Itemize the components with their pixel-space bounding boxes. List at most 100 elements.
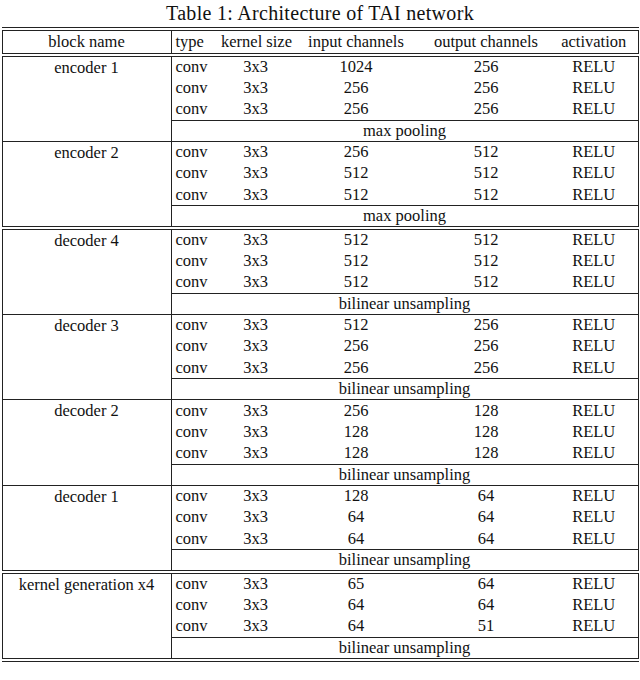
activation-cell: RELU [550,250,638,272]
activation-cell: RELU [550,507,638,529]
kernel-size-cell: 3x3 [221,184,290,206]
activation-cell: RELU [550,272,638,294]
output-channels-cell: 256 [422,357,550,379]
conv-row: decoder 2conv3x3256128RELU [2,400,638,422]
type-cell: conv [171,77,221,99]
input-channels-cell: 256 [290,99,422,121]
input-channels-cell: 512 [290,163,422,185]
activation-cell: RELU [550,163,638,185]
block-decoder-3: decoder 3conv3x3512256RELUconv3x3256256R… [2,314,638,400]
activation-cell: RELU [550,99,638,121]
header-row: block name type kernel size input channe… [2,29,638,55]
type-cell: conv [171,443,221,465]
type-cell: conv [171,336,221,358]
type-cell: conv [171,528,221,550]
col-header-block-name: block name [2,29,171,55]
architecture-table: block name type kernel size input channe… [2,27,639,662]
output-channels-cell: 51 [422,616,550,638]
block-name-cell: decoder 3 [2,314,171,400]
table-caption: Table 1: Architecture of TAI network [0,2,640,24]
output-channels-cell: 512 [422,228,550,250]
conv-row: encoder 2conv3x3256512RELU [2,141,638,163]
input-channels-cell: 256 [290,77,422,99]
activation-cell: RELU [550,400,638,422]
kernel-size-cell: 3x3 [221,357,290,379]
kernel-size-cell: 3x3 [221,55,290,77]
block-decoder-4: decoder 4conv3x3512512RELUconv3x3512512R… [2,228,638,314]
input-channels-cell: 256 [290,400,422,422]
activation-cell: RELU [550,55,638,77]
output-channels-cell: 256 [422,77,550,99]
input-channels-cell: 128 [290,443,422,465]
kernel-size-cell: 3x3 [221,443,290,465]
kernel-size-cell: 3x3 [221,272,290,294]
output-channels-cell: 64 [422,507,550,529]
block-encoder-1: encoder 1conv3x31024256RELUconv3x3256256… [2,55,638,141]
col-header-kernel-size: kernel size [221,29,290,55]
output-channels-cell: 128 [422,443,550,465]
col-header-output-channels: output channels [422,29,550,55]
pooling-cell: bilinear unsampling [171,379,638,400]
pooling-cell: bilinear unsampling [171,637,638,660]
output-channels-cell: 512 [422,272,550,294]
block-name-cell: encoder 2 [2,141,171,228]
type-cell: conv [171,250,221,272]
col-header-activation: activation [550,29,638,55]
block-name-cell: decoder 2 [2,400,171,486]
kernel-size-cell: 3x3 [221,507,290,529]
conv-row: kernel generation x4conv3x36564RELU [2,572,638,594]
input-channels-cell: 512 [290,314,422,336]
block-kernel-generation-x4: kernel generation x4conv3x36564RELUconv3… [2,572,638,660]
block-decoder-1: decoder 1conv3x312864RELUconv3x36464RELU… [2,485,638,572]
conv-row: encoder 1conv3x31024256RELU [2,55,638,77]
conv-row: decoder 4conv3x3512512RELU [2,228,638,250]
type-cell: conv [171,163,221,185]
input-channels-cell: 1024 [290,55,422,77]
output-channels-cell: 256 [422,314,550,336]
kernel-size-cell: 3x3 [221,99,290,121]
block-name-cell: kernel generation x4 [2,572,171,660]
activation-cell: RELU [550,184,638,206]
activation-cell: RELU [550,357,638,379]
input-channels-cell: 64 [290,507,422,529]
output-channels-cell: 64 [422,528,550,550]
activation-cell: RELU [550,485,638,507]
type-cell: conv [171,99,221,121]
kernel-size-cell: 3x3 [221,163,290,185]
output-channels-cell: 128 [422,400,550,422]
activation-cell: RELU [550,77,638,99]
type-cell: conv [171,616,221,638]
pooling-cell: bilinear unsampling [171,550,638,573]
activation-cell: RELU [550,443,638,465]
input-channels-cell: 65 [290,572,422,594]
input-channels-cell: 128 [290,421,422,443]
col-header-input-channels: input channels [290,29,422,55]
type-cell: conv [171,572,221,594]
input-channels-cell: 256 [290,336,422,358]
block-name-cell: decoder 4 [2,228,171,314]
type-cell: conv [171,228,221,250]
input-channels-cell: 512 [290,184,422,206]
col-header-type: type [171,29,221,55]
output-channels-cell: 512 [422,163,550,185]
activation-cell: RELU [550,228,638,250]
input-channels-cell: 256 [290,141,422,163]
output-channels-cell: 512 [422,184,550,206]
kernel-size-cell: 3x3 [221,572,290,594]
output-channels-cell: 256 [422,55,550,77]
pooling-cell: max pooling [171,120,638,141]
input-channels-cell: 128 [290,485,422,507]
type-cell: conv [171,55,221,77]
kernel-size-cell: 3x3 [221,421,290,443]
kernel-size-cell: 3x3 [221,594,290,616]
input-channels-cell: 512 [290,272,422,294]
type-cell: conv [171,594,221,616]
block-decoder-2: decoder 2conv3x3256128RELUconv3x3128128R… [2,400,638,486]
type-cell: conv [171,485,221,507]
kernel-size-cell: 3x3 [221,528,290,550]
block-encoder-2: encoder 2conv3x3256512RELUconv3x3512512R… [2,141,638,228]
type-cell: conv [171,400,221,422]
type-cell: conv [171,141,221,163]
type-cell: conv [171,357,221,379]
pooling-cell: bilinear unsampling [171,464,638,485]
